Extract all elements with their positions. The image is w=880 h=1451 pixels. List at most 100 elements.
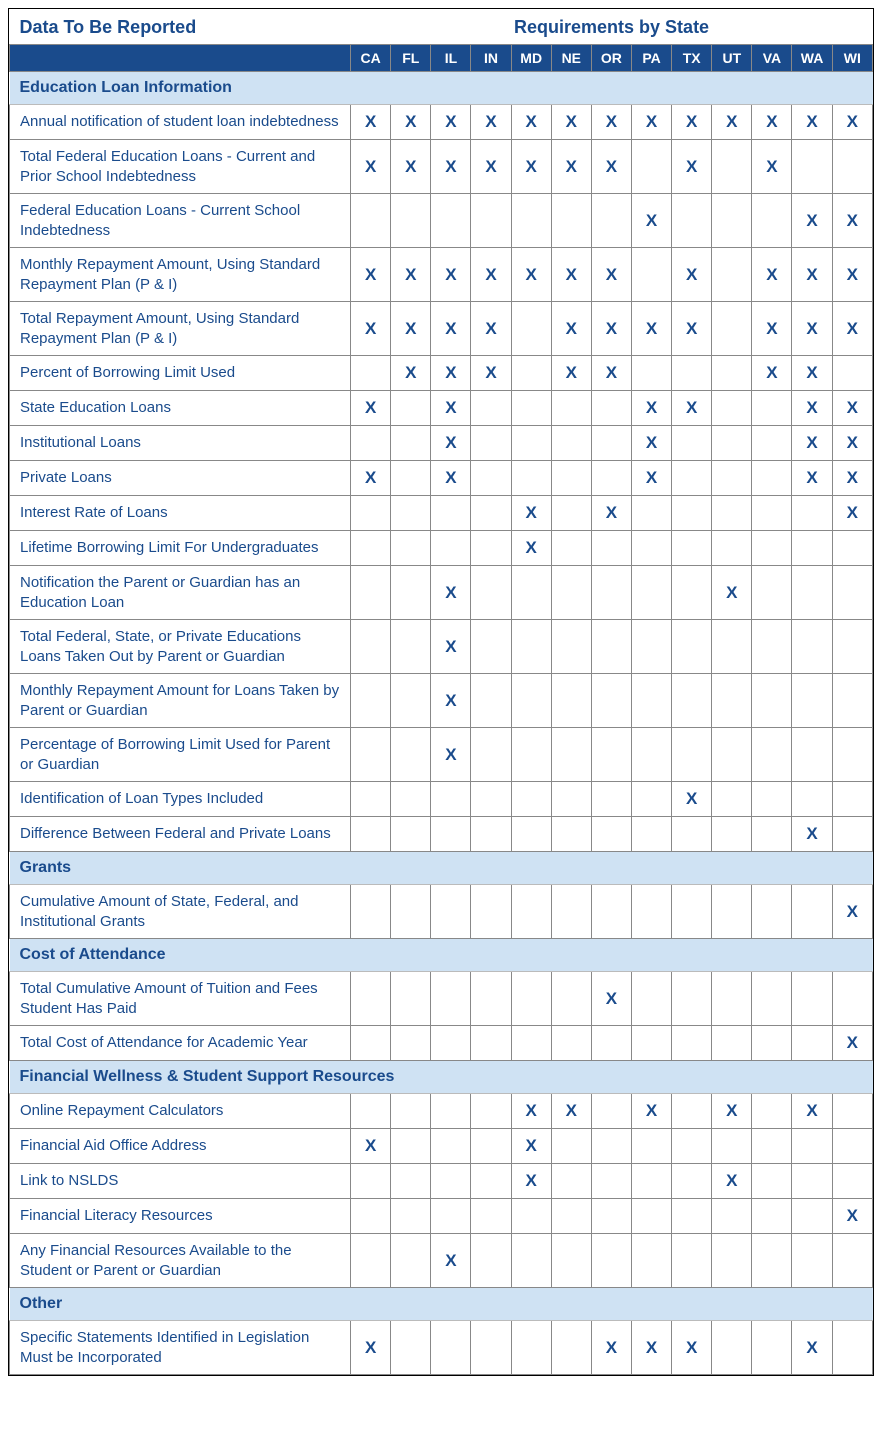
mark-cell: X <box>471 105 511 140</box>
mark-cell: X <box>672 302 712 356</box>
mark-cell <box>631 1234 671 1288</box>
mark-cell <box>792 496 832 531</box>
mark-cell <box>672 620 712 674</box>
mark-cell: X <box>591 496 631 531</box>
mark-cell <box>672 1234 712 1288</box>
mark-cell <box>391 531 431 566</box>
mark-cell: X <box>591 105 631 140</box>
mark-cell <box>591 1026 631 1061</box>
mark-cell <box>672 728 712 782</box>
mark-cell <box>832 531 872 566</box>
mark-cell <box>672 674 712 728</box>
mark-cell <box>712 140 752 194</box>
mark-cell <box>672 1026 712 1061</box>
row-label: Percentage of Borrowing Limit Used for P… <box>10 728 351 782</box>
top-header-row: Data To Be Reported Requirements by Stat… <box>10 9 873 45</box>
mark-cell <box>631 1129 671 1164</box>
mark-cell <box>551 782 591 817</box>
mark-cell <box>591 1199 631 1234</box>
mark-cell: X <box>471 302 511 356</box>
mark-cell: X <box>672 1321 712 1375</box>
mark-cell <box>391 391 431 426</box>
mark-cell: X <box>431 1234 471 1288</box>
mark-cell <box>672 566 712 620</box>
mark-cell <box>471 566 511 620</box>
row-label: Interest Rate of Loans <box>10 496 351 531</box>
mark-cell: X <box>591 140 631 194</box>
mark-cell <box>712 356 752 391</box>
mark-cell <box>471 972 511 1026</box>
mark-cell <box>551 461 591 496</box>
mark-cell: X <box>832 105 872 140</box>
mark-cell <box>551 531 591 566</box>
mark-cell <box>631 140 671 194</box>
section-header-cell: Grants <box>10 852 873 885</box>
table-row: Private LoansXXXXX <box>10 461 873 496</box>
table-row: Notification the Parent or Guardian has … <box>10 566 873 620</box>
mark-cell: X <box>431 674 471 728</box>
mark-cell <box>591 531 631 566</box>
mark-cell <box>672 194 712 248</box>
table-row: Percentage of Borrowing Limit Used for P… <box>10 728 873 782</box>
table-row: Specific Statements Identified in Legisl… <box>10 1321 873 1375</box>
mark-cell: X <box>832 885 872 939</box>
mark-cell <box>752 1094 792 1129</box>
mark-cell <box>631 1164 671 1199</box>
mark-cell <box>832 817 872 852</box>
section-header-cell: Financial Wellness & Student Support Res… <box>10 1061 873 1094</box>
mark-cell: X <box>391 356 431 391</box>
mark-cell <box>672 817 712 852</box>
mark-cell <box>431 1164 471 1199</box>
mark-cell <box>351 1164 391 1199</box>
mark-cell: X <box>832 1199 872 1234</box>
mark-cell <box>471 1234 511 1288</box>
mark-cell: X <box>551 1094 591 1129</box>
mark-cell: X <box>431 356 471 391</box>
mark-cell <box>712 1321 752 1375</box>
mark-cell: X <box>431 302 471 356</box>
mark-cell: X <box>391 140 431 194</box>
mark-cell <box>712 248 752 302</box>
mark-cell <box>471 1199 511 1234</box>
mark-cell <box>431 782 471 817</box>
mark-cell <box>712 1199 752 1234</box>
mark-cell <box>551 1129 591 1164</box>
mark-cell: X <box>591 356 631 391</box>
mark-cell <box>591 620 631 674</box>
mark-cell: X <box>351 302 391 356</box>
state-header-cell: VA <box>752 45 792 72</box>
mark-cell <box>631 782 671 817</box>
table-row: Total Cumulative Amount of Tuition and F… <box>10 972 873 1026</box>
mark-cell <box>631 496 671 531</box>
table-row: Total Repayment Amount, Using Standard R… <box>10 302 873 356</box>
mark-cell <box>391 674 431 728</box>
mark-cell <box>752 1026 792 1061</box>
mark-cell <box>551 1234 591 1288</box>
mark-cell: X <box>351 140 391 194</box>
mark-cell: X <box>431 140 471 194</box>
mark-cell <box>631 1199 671 1234</box>
mark-cell <box>351 496 391 531</box>
mark-cell <box>832 356 872 391</box>
mark-cell <box>431 1094 471 1129</box>
mark-cell <box>431 496 471 531</box>
state-header-cell: FL <box>391 45 431 72</box>
mark-cell <box>551 817 591 852</box>
mark-cell <box>792 782 832 817</box>
row-label: Total Repayment Amount, Using Standard R… <box>10 302 351 356</box>
mark-cell <box>551 972 591 1026</box>
mark-cell <box>471 674 511 728</box>
mark-cell: X <box>471 140 511 194</box>
mark-cell: X <box>511 1094 551 1129</box>
mark-cell: X <box>792 1321 832 1375</box>
mark-cell: X <box>832 1026 872 1061</box>
mark-cell: X <box>431 248 471 302</box>
mark-cell <box>752 496 792 531</box>
mark-cell <box>792 972 832 1026</box>
mark-cell <box>591 426 631 461</box>
mark-cell: X <box>551 248 591 302</box>
mark-cell: X <box>712 566 752 620</box>
mark-cell <box>712 620 752 674</box>
mark-cell <box>511 782 551 817</box>
table-row: Monthly Repayment Amount, Using Standard… <box>10 248 873 302</box>
